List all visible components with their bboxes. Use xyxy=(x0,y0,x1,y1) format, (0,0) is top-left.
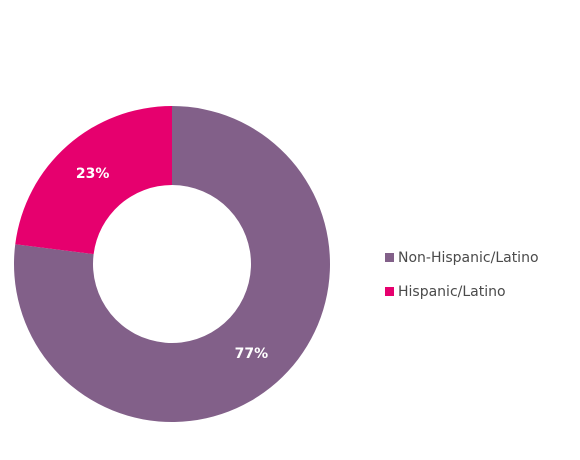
slice-labels: 77% 23% xyxy=(76,166,268,362)
legend-swatch-non-hispanic-latino xyxy=(385,253,394,262)
legend-swatch-hispanic-latino xyxy=(385,287,394,296)
slice-label-non-hispanic-latino: 77% xyxy=(235,346,269,362)
legend-label-hispanic-latino: Hispanic/Latino xyxy=(398,284,506,300)
slice-label-hispanic-latino: 23% xyxy=(76,166,110,182)
legend-label-non-hispanic-latino: Non-Hispanic/Latino xyxy=(398,250,539,266)
slice-hispanic-latino xyxy=(15,106,172,255)
legend: Non-Hispanic/Latino Hispanic/Latino xyxy=(385,250,539,300)
slice-non-hispanic-latino xyxy=(13,106,330,422)
donut-slices xyxy=(13,106,330,422)
